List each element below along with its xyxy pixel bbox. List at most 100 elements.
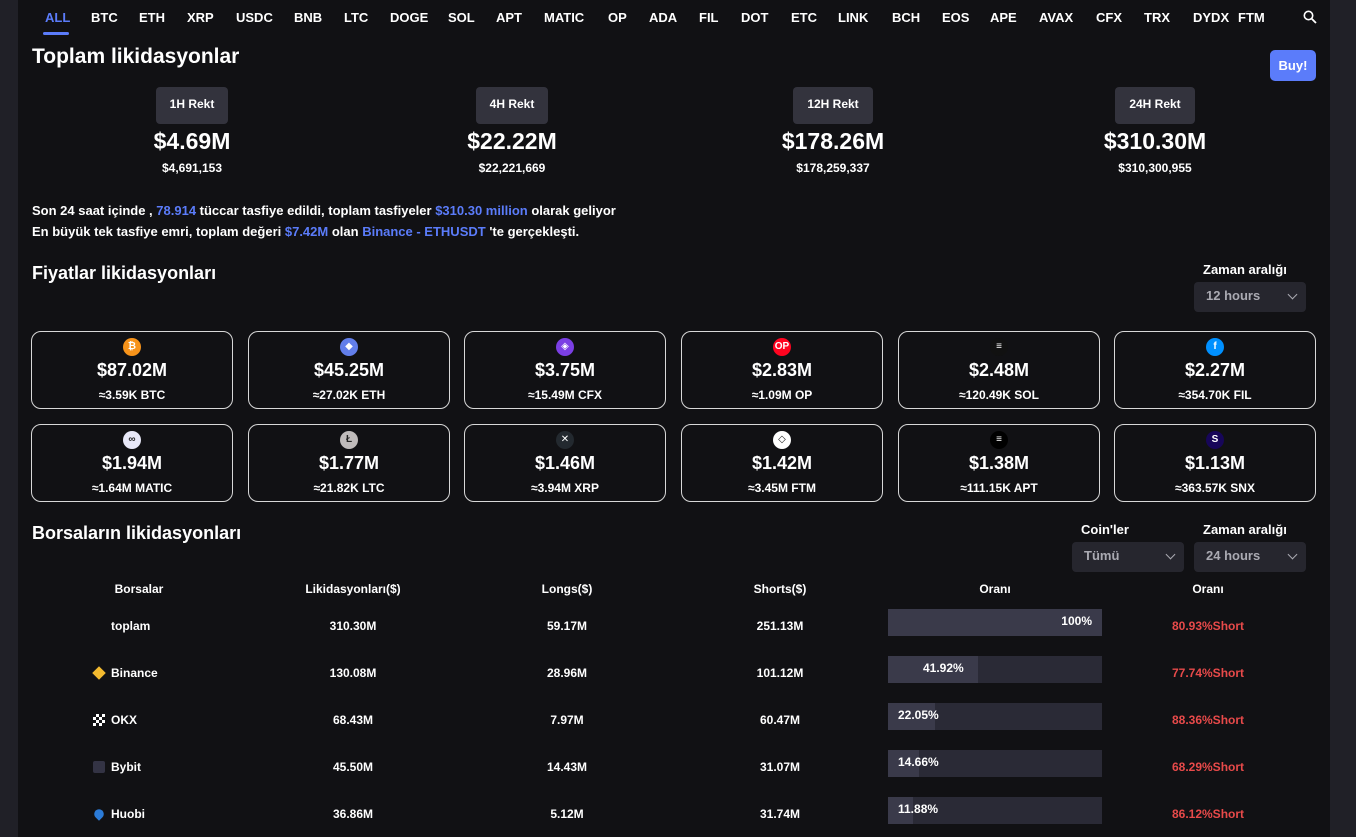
- share-bar: 41.92%: [888, 656, 1102, 683]
- liquidation-value: 68.43M: [332, 713, 374, 727]
- coin-liquidation-card[interactable]: ≡ $1.38M ≈111.15K APT: [898, 424, 1100, 502]
- huobi-icon: [92, 807, 106, 821]
- tab-etc[interactable]: ETC: [791, 10, 817, 25]
- card-value: $1.46M: [534, 453, 596, 473]
- coins-label: Coin'ler: [1081, 522, 1129, 537]
- binance-icon: [92, 666, 106, 680]
- coin-icon: ◇: [773, 431, 791, 449]
- exchange-liquidations-title: Borsaların likidasyonları: [32, 523, 242, 543]
- summary-text-part: En büyük tek tasfiye emri, toplam değeri: [32, 224, 285, 239]
- tab-apt[interactable]: APT: [496, 10, 522, 25]
- share-bar-fill: [888, 797, 914, 824]
- tab-xrp[interactable]: XRP: [187, 10, 214, 25]
- tab-ftm[interactable]: FTM: [1238, 10, 1265, 25]
- card-coin-amount: ≈354.70K FIL: [1178, 388, 1252, 402]
- card-coin-amount: ≈15.49M CFX: [528, 388, 602, 402]
- tab-ape[interactable]: APE: [990, 10, 1017, 25]
- coin-liquidation-card[interactable]: ✕ $1.46M ≈3.94M XRP: [464, 424, 666, 502]
- coin-icon: Ł: [340, 431, 358, 449]
- share-bar: 100%: [888, 609, 1102, 636]
- card-coin-amount: ≈1.64M MATIC: [91, 481, 173, 495]
- rekt-block: 12H Rekt $178.26M $178,259,337: [733, 87, 933, 175]
- rekt-exact-value: $4,691,153: [161, 161, 223, 175]
- coin-liquidation-card[interactable]: S $1.13M ≈363.57K SNX: [1114, 424, 1316, 502]
- tab-fil[interactable]: FIL: [699, 10, 719, 25]
- exchange-name[interactable]: Huobi: [111, 807, 145, 821]
- tab-dot[interactable]: DOT: [741, 10, 769, 25]
- exchange-name[interactable]: Bybit: [111, 760, 141, 774]
- short-ratio: 86.12%Short: [1171, 807, 1245, 821]
- tab-eth[interactable]: ETH: [139, 10, 165, 25]
- tab-dydx[interactable]: DYDX: [1193, 10, 1230, 25]
- exchange-range-label: Zaman aralığı: [1203, 522, 1287, 537]
- coin-liquidation-card[interactable]: ◆ $45.25M ≈27.02K ETH: [248, 331, 450, 409]
- tab-doge[interactable]: DOGE: [390, 10, 429, 25]
- main-panel: ALL BTC ETH XRP USDC BNB LTC DOGE SOL APT MATIC OP A…: [18, 0, 1330, 837]
- share-percent: 41.92%: [923, 661, 964, 675]
- rekt-badge[interactable]: 12H Rekt: [793, 87, 873, 124]
- coin-liquidation-card[interactable]: OP $2.83M ≈1.09M OP: [681, 331, 883, 409]
- tab-bch[interactable]: BCH: [892, 10, 921, 25]
- tab-ltc[interactable]: LTC: [344, 10, 369, 25]
- price-range-value: 12 hours: [1206, 288, 1261, 303]
- card-value: $45.25M: [313, 360, 385, 380]
- longs-value: 7.97M: [550, 713, 584, 727]
- rekt-badge[interactable]: 4H Rekt: [475, 87, 549, 124]
- tab-link[interactable]: LINK: [838, 10, 869, 25]
- coins-select[interactable]: Tümü: [1072, 542, 1184, 572]
- exchange-name[interactable]: Binance: [111, 666, 158, 680]
- card-coin-amount: ≈111.15K APT: [960, 481, 1038, 495]
- tab-btc[interactable]: BTC: [91, 10, 118, 25]
- shorts-value: 101.12M: [756, 666, 804, 680]
- right-scrollbar-track[interactable]: [1330, 0, 1356, 837]
- coin-liquidation-card[interactable]: ∞ $1.94M ≈1.64M MATIC: [31, 424, 233, 502]
- tab-trx[interactable]: TRX: [1144, 10, 1170, 25]
- coin-liquidation-card[interactable]: f $2.27M ≈354.70K FIL: [1114, 331, 1316, 409]
- coin-liquidation-card[interactable]: ◇ $1.42M ≈3.45M FTM: [681, 424, 883, 502]
- tab-eos[interactable]: EOS: [942, 10, 970, 25]
- rekt-block: 1H Rekt $4.69M $4,691,153: [92, 87, 292, 175]
- tab-matic[interactable]: MATIC: [544, 10, 585, 25]
- exchange-name[interactable]: OKX: [111, 713, 138, 727]
- card-value: $1.77M: [318, 453, 380, 473]
- shorts-value: 31.74M: [759, 807, 801, 821]
- coin-liquidation-card[interactable]: Ł $1.77M ≈21.82K LTC: [248, 424, 450, 502]
- tab-bnb[interactable]: BNB: [294, 10, 323, 25]
- tab-all[interactable]: ALL: [45, 10, 71, 25]
- card-value: $1.42M: [751, 453, 813, 473]
- table-header: Borsalar: [114, 582, 164, 596]
- table-header: Oranı: [1192, 582, 1224, 596]
- coin-liquidation-card[interactable]: ◈ $3.75M ≈15.49M CFX: [464, 331, 666, 409]
- exchange-range-select[interactable]: 24 hours: [1194, 542, 1306, 572]
- short-ratio: 80.93%Short: [1171, 619, 1245, 633]
- tab-sol[interactable]: SOL: [448, 10, 475, 25]
- card-coin-amount: ≈1.09M OP: [751, 388, 813, 402]
- chevron-down-icon: [1287, 289, 1298, 300]
- coin-liquidation-card[interactable]: ≡ $2.48M ≈120.49K SOL: [898, 331, 1100, 409]
- tab-avax[interactable]: AVAX: [1039, 10, 1074, 25]
- tab-cfx[interactable]: CFX: [1096, 10, 1122, 25]
- share-percent: 14.66%: [898, 755, 939, 769]
- rekt-badge[interactable]: 1H Rekt: [155, 87, 229, 124]
- rekt-badge[interactable]: 24H Rekt: [1115, 87, 1195, 124]
- tab-ada[interactable]: ADA: [649, 10, 678, 25]
- liquidation-value: 36.86M: [332, 807, 374, 821]
- shorts-value: 251.13M: [756, 619, 804, 633]
- tab-usdc[interactable]: USDC: [236, 10, 273, 25]
- summary-text-part: olan: [328, 224, 363, 239]
- card-value: $1.13M: [1184, 453, 1246, 473]
- short-ratio: 88.36%Short: [1171, 713, 1245, 727]
- rekt-exact-value: $310,300,955: [1118, 161, 1192, 175]
- buy-button[interactable]: Buy!: [1270, 50, 1316, 81]
- price-range-select[interactable]: 12 hours: [1194, 282, 1306, 312]
- exchange-name[interactable]: toplam: [111, 619, 151, 633]
- share-bar-fill: [888, 750, 920, 777]
- summary-text-part: tüccar tasfiye edildi, toplam tasfiyeler: [196, 203, 436, 218]
- summary-text-part: 'te gerçekleşti.: [485, 224, 580, 239]
- coin-icon: ◆: [340, 338, 358, 356]
- largest-order-exchange[interactable]: Binance - ETHUSDT: [362, 224, 486, 239]
- tab-op[interactable]: OP: [608, 10, 627, 25]
- search-icon[interactable]: [1303, 10, 1317, 24]
- card-coin-amount: ≈3.94M XRP: [531, 481, 599, 495]
- coin-liquidation-card[interactable]: ₿ $87.02M ≈3.59K BTC: [31, 331, 233, 409]
